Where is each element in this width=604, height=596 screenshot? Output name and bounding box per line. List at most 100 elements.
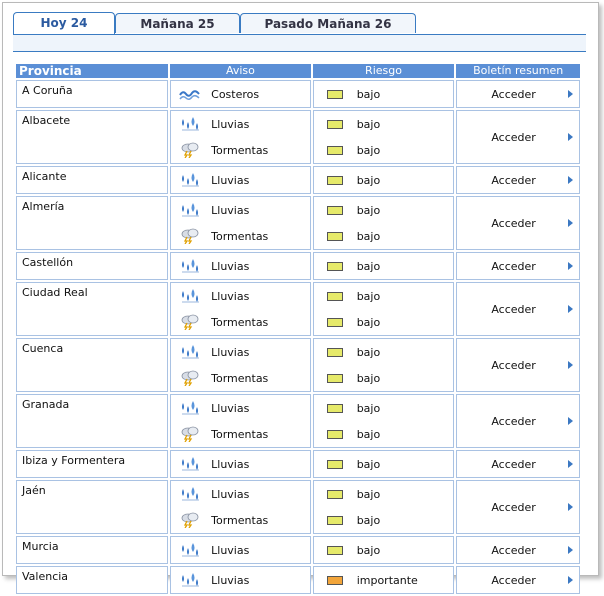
rain-icon — [179, 172, 201, 188]
acceder-link[interactable]: Acceder — [457, 501, 579, 514]
acceder-label: Acceder — [491, 259, 536, 273]
warning-line: Lluvias — [171, 253, 310, 279]
warning-label: Tormentas — [211, 513, 269, 527]
warning-cell: Lluvias — [170, 566, 311, 594]
warning-line: Tormentas — [171, 507, 310, 533]
risk-line: bajo — [314, 283, 454, 309]
warning-line: Tormentas — [171, 137, 310, 163]
acceder-link[interactable]: Acceder — [457, 574, 579, 587]
acceder-label: Acceder — [491, 457, 536, 471]
warning-line: Costeros — [171, 81, 310, 107]
acceder-link[interactable]: Acceder — [457, 217, 579, 230]
acceder-label: Acceder — [491, 302, 536, 316]
acceder-link[interactable]: Acceder — [457, 88, 579, 101]
arrow-right-icon — [568, 219, 573, 227]
risk-level-swatch — [326, 373, 343, 383]
risk-line: bajo — [314, 167, 454, 193]
risk-cell: bajo bajo — [312, 110, 455, 164]
risk-level-swatch — [326, 429, 343, 439]
arrow-right-icon — [568, 503, 573, 511]
risk-cell: bajo — [312, 252, 455, 280]
risk-label: bajo — [356, 173, 381, 187]
risk-line: bajo — [314, 537, 454, 563]
storm-icon — [179, 370, 201, 387]
tab-today[interactable]: Hoy 24 — [13, 12, 115, 34]
province-name: Ibiza y Formentera — [16, 450, 169, 478]
table-row: Alicante Lluvias bajo Acceder — [16, 166, 580, 194]
acceder-link[interactable]: Acceder — [457, 544, 579, 557]
risk-label: bajo — [356, 203, 381, 217]
bulletin-cell: Acceder — [456, 196, 580, 250]
warning-line: Lluvias — [171, 339, 310, 365]
risk-line: bajo — [314, 223, 454, 249]
acceder-link[interactable]: Acceder — [457, 174, 579, 187]
warning-label: Lluvias — [211, 457, 250, 471]
risk-line: bajo — [314, 451, 454, 477]
storm-icon — [179, 426, 201, 443]
storm-icon — [179, 142, 201, 159]
province-name: Albacete — [16, 110, 169, 164]
risk-label: bajo — [356, 401, 381, 415]
storm-icon — [179, 228, 201, 245]
risk-level-swatch — [326, 489, 343, 499]
rain-icon — [179, 572, 201, 588]
warning-line: Lluvias — [171, 481, 310, 507]
risk-label: bajo — [356, 427, 381, 441]
acceder-link[interactable]: Acceder — [457, 131, 579, 144]
risk-label: bajo — [356, 143, 381, 157]
risk-label: bajo — [356, 229, 381, 243]
rain-icon — [179, 258, 201, 274]
warning-cell: Lluvias — [170, 450, 311, 478]
warning-label: Lluvias — [211, 543, 250, 557]
arrow-right-icon — [568, 133, 573, 141]
bulletin-cell: Acceder — [456, 338, 580, 392]
risk-line: bajo — [314, 111, 454, 137]
warning-line: Tormentas — [171, 223, 310, 249]
risk-level-swatch — [326, 545, 343, 555]
warning-line: Lluvias — [171, 451, 310, 477]
warning-cell: Costeros — [170, 80, 311, 108]
province-name: Almería — [16, 196, 169, 250]
rain-icon — [179, 344, 201, 360]
warning-cell: Lluvias Tormentas — [170, 480, 311, 534]
tab-content-band — [13, 35, 586, 52]
table-row: Castellón Lluvias bajo Acceder — [16, 252, 580, 280]
arrow-right-icon — [568, 262, 573, 270]
arrow-right-icon — [568, 90, 573, 98]
risk-label: bajo — [356, 457, 381, 471]
risk-level-swatch — [326, 261, 343, 271]
risk-line: bajo — [314, 309, 454, 335]
risk-line: bajo — [314, 395, 454, 421]
bulletin-cell: Acceder — [456, 394, 580, 448]
arrow-right-icon — [568, 546, 573, 554]
warning-label: Costeros — [211, 87, 260, 101]
risk-level-swatch — [326, 459, 343, 469]
warning-cell: Lluvias Tormentas — [170, 196, 311, 250]
risk-label: bajo — [356, 487, 381, 501]
header-boletin: Boletín resumen — [456, 64, 580, 78]
storm-icon — [179, 512, 201, 529]
risk-cell: bajo — [312, 166, 455, 194]
acceder-label: Acceder — [491, 573, 536, 587]
coastal-waves-icon — [179, 86, 201, 102]
warning-label: Lluvias — [211, 573, 250, 587]
warning-label: Tormentas — [211, 229, 269, 243]
arrow-right-icon — [568, 417, 573, 425]
bulletin-cell: Acceder — [456, 166, 580, 194]
province-name: Ciudad Real — [16, 282, 169, 336]
acceder-link[interactable]: Acceder — [457, 260, 579, 273]
acceder-link[interactable]: Acceder — [457, 303, 579, 316]
risk-line: bajo — [314, 81, 454, 107]
acceder-link[interactable]: Acceder — [457, 415, 579, 428]
acceder-link[interactable]: Acceder — [457, 458, 579, 471]
acceder-link[interactable]: Acceder — [457, 359, 579, 372]
tab-tomorrow[interactable]: Mañana 25 — [115, 13, 240, 33]
table-row: Murcia Lluvias bajo Acceder — [16, 536, 580, 564]
tab-day-after-tomorrow[interactable]: Pasado Mañana 26 — [240, 13, 416, 33]
warnings-table: Provincia Aviso Riesgo Boletín resumen A… — [14, 62, 582, 596]
acceder-label: Acceder — [491, 173, 536, 187]
table-row: Jaén Lluvias Tormentas bajo bajo Acceder — [16, 480, 580, 534]
warning-label: Lluvias — [211, 487, 250, 501]
risk-line: bajo — [314, 197, 454, 223]
arrow-right-icon — [568, 576, 573, 584]
